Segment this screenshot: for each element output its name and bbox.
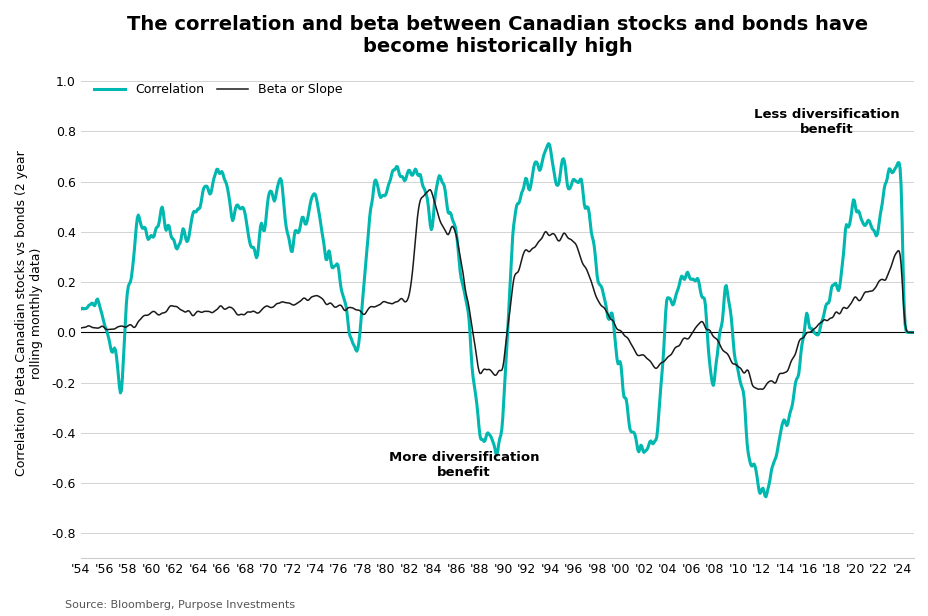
Beta or Slope [637, 351, 648, 359]
Beta or Slope [492, 369, 503, 376]
Y-axis label: Correlation / Beta Canadian stocks vs bonds (2 year
rolling monthly data): Correlation / Beta Canadian stocks vs bo… [15, 151, 43, 476]
Line: Beta or Slope: Beta or Slope [81, 190, 913, 389]
Text: More diversification
benefit: More diversification benefit [388, 451, 538, 479]
Beta or Slope [908, 329, 919, 336]
Correlation [432, 180, 443, 188]
Beta or Slope [755, 386, 767, 393]
Beta or Slope [287, 301, 298, 309]
Correlation [637, 447, 648, 454]
Correlation [545, 145, 556, 153]
Text: Source: Bloomberg, Purpose Investments: Source: Bloomberg, Purpose Investments [65, 600, 295, 610]
Beta or Slope [424, 186, 435, 193]
Legend: Correlation, Beta or Slope: Correlation, Beta or Slope [89, 78, 347, 102]
Title: The correlation and beta between Canadian stocks and bonds have
become historica: The correlation and beta between Canadia… [126, 15, 867, 56]
Beta or Slope [75, 325, 86, 332]
Text: Less diversification
benefit: Less diversification benefit [753, 108, 898, 136]
Correlation [542, 140, 553, 147]
Correlation [908, 329, 919, 336]
Beta or Slope [545, 232, 556, 239]
Correlation [760, 493, 771, 500]
Beta or Slope [432, 211, 444, 219]
Correlation [287, 248, 298, 255]
Correlation [539, 147, 550, 154]
Beta or Slope [540, 229, 551, 236]
Correlation [75, 306, 86, 313]
Correlation [491, 452, 502, 459]
Line: Correlation: Correlation [81, 144, 913, 496]
